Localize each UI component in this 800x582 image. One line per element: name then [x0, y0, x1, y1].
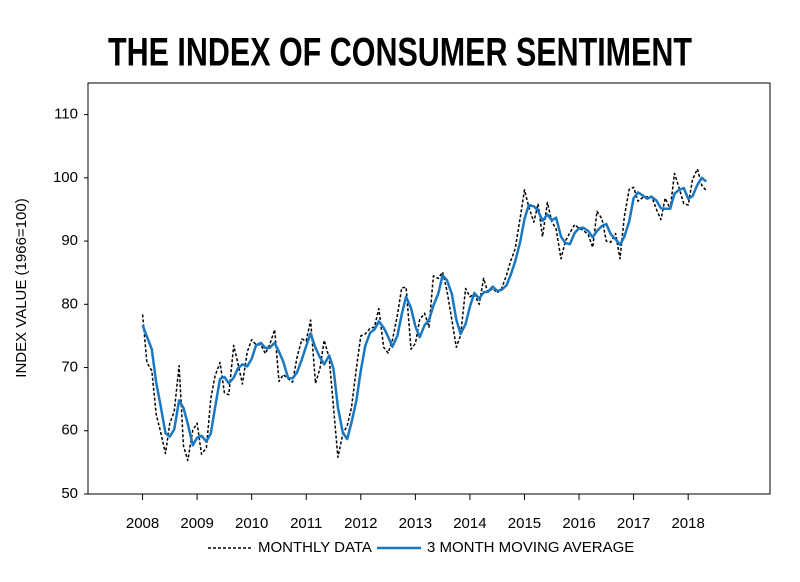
y-tick-label: 110 [54, 106, 78, 123]
y-tick-label: 70 [61, 359, 78, 376]
x-tick-label: 2008 [126, 515, 159, 532]
x-tick-label: 2017 [617, 515, 650, 532]
x-tick-label: 2015 [508, 515, 541, 532]
x-tick-label: 2014 [453, 515, 486, 532]
y-tick-label: 90 [61, 232, 78, 249]
x-tick-label: 2011 [290, 515, 322, 532]
chart-title: THE INDEX OF CONSUMER SENTIMENT [108, 31, 692, 75]
series-line [141, 168, 707, 462]
x-tick-label: 2013 [399, 515, 432, 532]
series-line [141, 176, 708, 447]
x-tick-label: 2009 [180, 515, 213, 532]
x-tick-label: 2012 [344, 515, 377, 532]
y-axis-label: INDEX VALUE (1966=100) [13, 198, 30, 377]
plot-frame [87, 82, 771, 495]
y-tick-label: 50 [61, 485, 78, 502]
y-tick-label: 100 [53, 169, 78, 186]
y-tick-label: 80 [61, 295, 78, 312]
y-tick-label: 60 [61, 422, 78, 439]
x-tick-label: 2010 [235, 515, 268, 532]
legend-label: 3 MONTH MOVING AVERAGE [427, 539, 634, 556]
x-tick-label: 2018 [671, 515, 704, 532]
x-tick-label: 2016 [562, 515, 595, 532]
legend-label: MONTHLY DATA [258, 539, 372, 556]
